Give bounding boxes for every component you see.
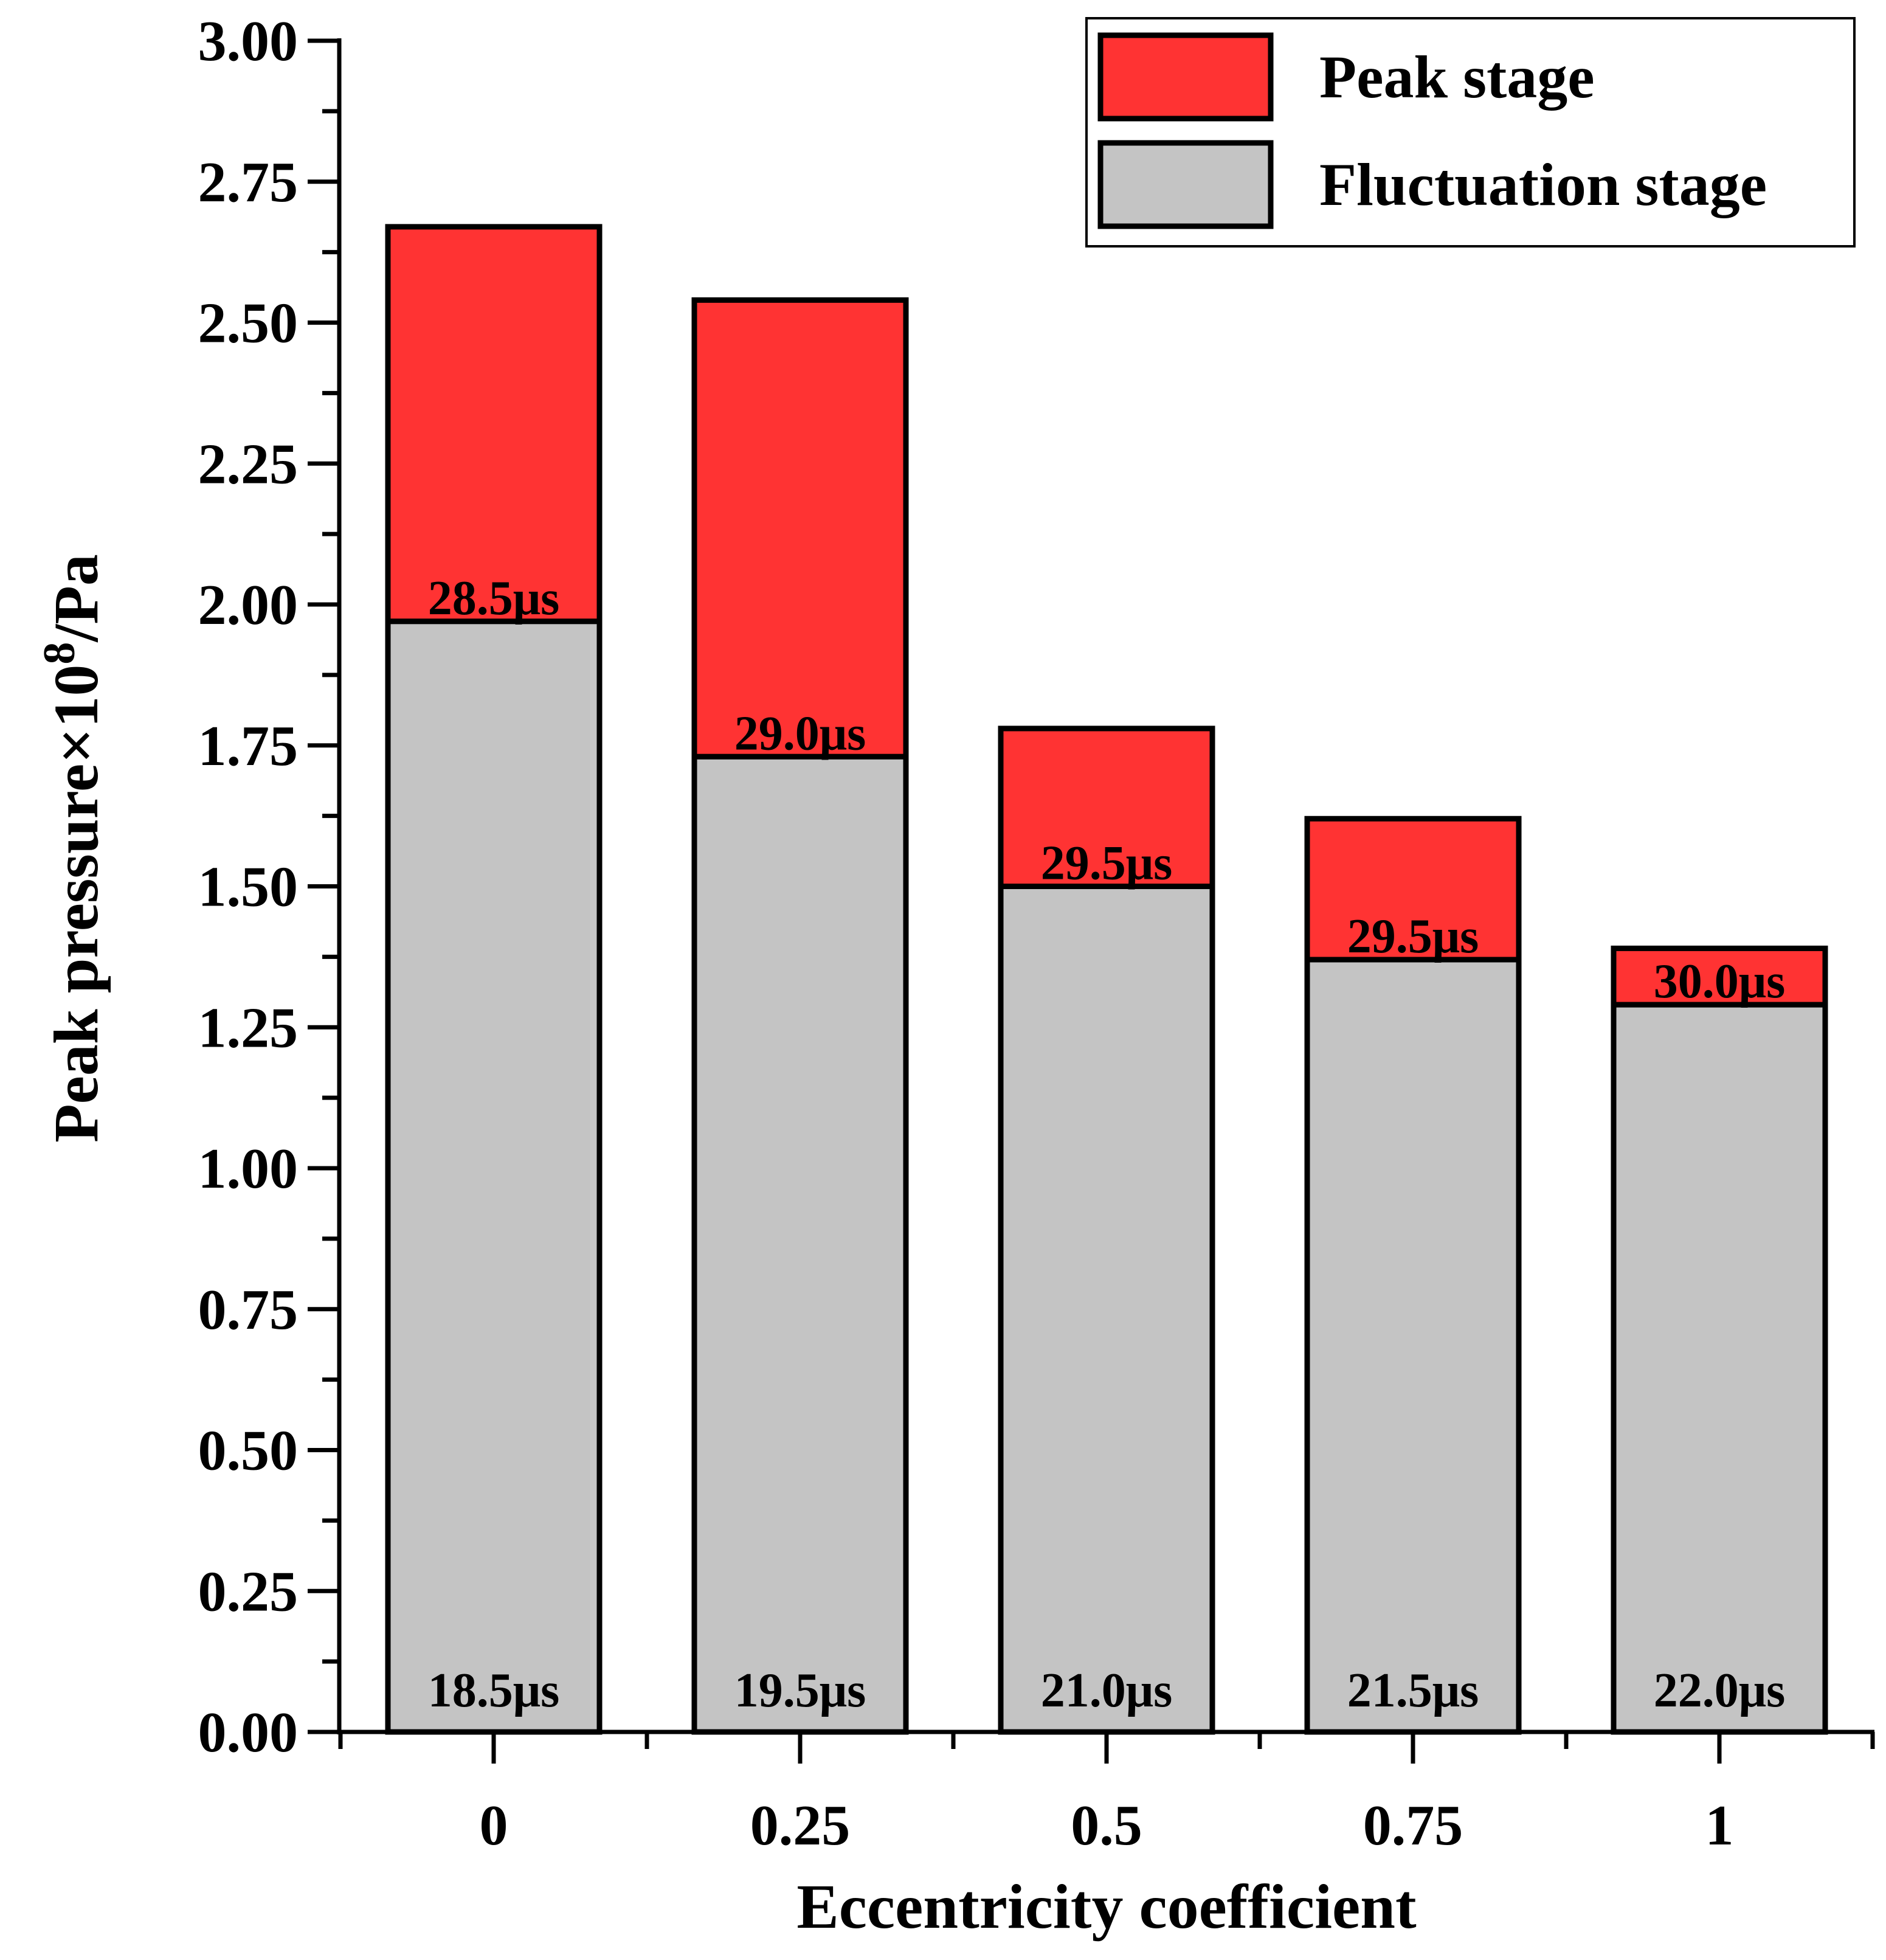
y-axis-title: Peak pressure×108/Pa [35, 554, 111, 1143]
bar-label-peak-stage: 29.5μs [1347, 910, 1479, 963]
y-tick-label: 0.25 [198, 1560, 299, 1623]
y-tick-label: 0.75 [198, 1278, 299, 1342]
y-tick-label: 2.25 [198, 432, 299, 496]
y-axis-title-tail: /Pa [41, 554, 111, 643]
bar-label-fluctuation-stage: 21.5μs [1347, 1664, 1479, 1717]
bars-group [385, 224, 1828, 1735]
y-axis-title-superscript: 8 [35, 642, 85, 665]
bar-label-peak-stage: 29.5μs [1041, 837, 1172, 890]
y-tick-label: 1.00 [198, 1137, 299, 1200]
bar-label-fluctuation-stage: 18.5μs [428, 1664, 559, 1717]
x-tick-label: 0.25 [750, 1794, 851, 1857]
bar-segment-peak-stage [998, 725, 1215, 889]
x-axis-title: Eccentricity coefficient [796, 1872, 1417, 1942]
bar-label-fluctuation-stage: 21.0μs [1041, 1664, 1172, 1717]
legend-label-peak-stage: Peak stage [1319, 43, 1595, 111]
y-tick-label: 1.25 [198, 996, 299, 1059]
x-ticks-group: 0 0.25 0.5 0.75 1 [338, 1732, 1875, 1857]
y-tick-label: 0.00 [198, 1701, 299, 1764]
legend: Peak stage Fluctuation stage [1085, 17, 1856, 248]
x-tick-label: 0.5 [1071, 1794, 1142, 1857]
x-tick-label: 1 [1705, 1794, 1734, 1857]
y-tick-label: 0.50 [198, 1419, 299, 1483]
y-tick-label: 2.00 [198, 573, 299, 637]
bar-segment-fluctuation-stage [998, 884, 1215, 1735]
legend-label-fluctuation-stage: Fluctuation stage [1319, 151, 1767, 218]
bar-segment-fluctuation-stage [385, 618, 603, 1735]
y-tick-label: 3.00 [198, 10, 299, 73]
y-tick-label: 2.75 [198, 151, 299, 214]
bar-label-peak-stage: 28.5μs [428, 572, 559, 625]
bar-segment-peak-stage [691, 297, 909, 760]
x-tick-label: 0 [480, 1794, 508, 1857]
bar-label-fluctuation-stage: 19.5μs [734, 1664, 866, 1717]
bar-label-peak-stage: 30.0μs [1654, 955, 1785, 1008]
bar-segment-peak-stage [385, 224, 603, 625]
x-tick-label: 0.75 [1363, 1794, 1463, 1857]
legend-swatch-peak-stage [1097, 32, 1274, 122]
bar-label-peak-stage: 29.0μs [734, 707, 866, 760]
y-ticks-group: 0.00 0.25 0.50 0.75 1.00 1.25 1.50 1.75 2.00 2.25… [198, 10, 339, 1764]
y-tick-label: 2.50 [198, 292, 299, 355]
bar-label-fluctuation-stage: 22.0μs [1654, 1664, 1785, 1717]
y-tick-label: 1.50 [198, 856, 299, 919]
y-tick-label: 1.75 [198, 715, 299, 778]
bar-segment-fluctuation-stage [1611, 1002, 1828, 1735]
y-axis-title-main: Peak pressure×10 [41, 665, 111, 1143]
bar-labels-group: 28.5μs 18.5μs 29.0μs 19.5μs 29.5μs 21.0μs 29.5… [428, 572, 1785, 1717]
legend-swatch-fluctuation-stage [1097, 140, 1274, 229]
bar-segment-peak-stage [1304, 816, 1522, 963]
bar-segment-fluctuation-stage [691, 753, 909, 1735]
bar-segment-fluctuation-stage [1304, 957, 1522, 1735]
